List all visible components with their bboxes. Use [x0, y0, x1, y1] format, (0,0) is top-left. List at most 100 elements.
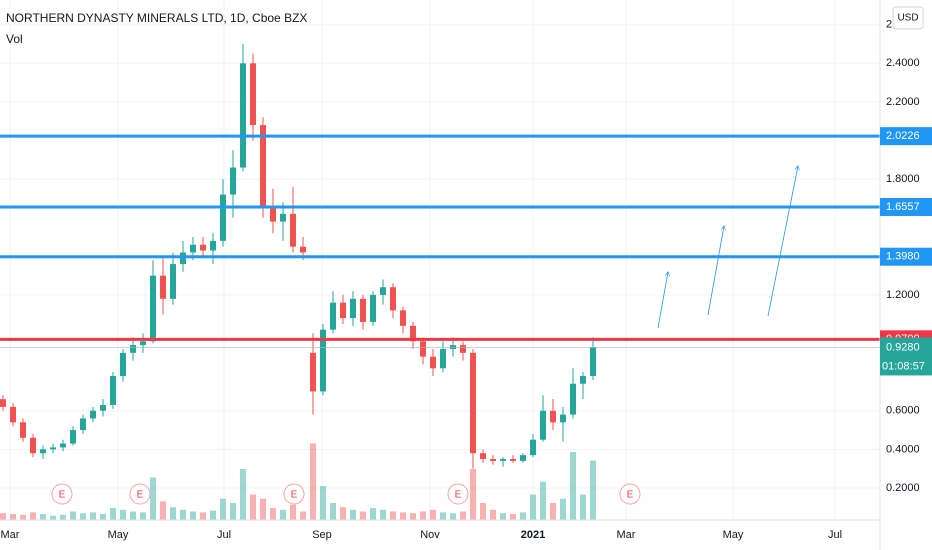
candle-body [580, 376, 586, 384]
candle-body [360, 298, 366, 322]
candle-body [500, 459, 506, 461]
x-tick-label: Mar [617, 529, 636, 541]
volume-bar [100, 514, 106, 520]
arrow [707, 226, 724, 316]
volume-bar [310, 443, 316, 520]
volume-bar [420, 511, 426, 520]
candle-body [570, 383, 576, 415]
volume-bar [470, 469, 476, 520]
level-label: 2.0226 [886, 130, 920, 142]
currency[interactable]: USD [897, 13, 918, 24]
candle-body [400, 310, 406, 326]
volume-bar [590, 460, 596, 520]
candle-body [510, 459, 516, 461]
arrows [657, 166, 798, 329]
earnings-marker [129, 483, 151, 505]
volume-bar [60, 514, 66, 520]
volume-bar [140, 512, 146, 520]
arrow [767, 166, 798, 317]
candle-body [20, 422, 26, 438]
volume-bar [280, 509, 286, 520]
volume-bar [220, 498, 226, 520]
volume-group [0, 443, 596, 520]
candle-body [110, 376, 116, 405]
volume-bar [120, 509, 126, 520]
volume-bar [340, 507, 346, 520]
y-tick-label: 2 [886, 19, 892, 31]
candle-body [280, 213, 286, 222]
candle-body [590, 347, 596, 377]
volume-bar [200, 512, 206, 520]
volume-bar [490, 509, 496, 520]
candle-body [550, 410, 556, 423]
candle-body [230, 167, 236, 195]
candle-body [310, 352, 316, 392]
candle-body [200, 244, 206, 251]
volume-bar [190, 511, 196, 520]
volume-bar [440, 512, 446, 520]
volume-bar [460, 511, 466, 520]
candle-body [520, 455, 526, 461]
volume-bar [400, 512, 406, 520]
candle-body [540, 410, 546, 440]
candle-body [300, 246, 306, 253]
candle-body [50, 447, 56, 450]
candle-body [260, 125, 266, 207]
volume-bar [230, 503, 236, 520]
currency-button[interactable] [892, 6, 924, 30]
volume-bar [0, 513, 6, 520]
candle-body [350, 298, 356, 319]
volume-bar [260, 498, 266, 520]
candle-body [240, 63, 246, 168]
level-label: 1.3980 [886, 251, 920, 263]
y-tick-label: 2.2000 [886, 96, 920, 108]
level-badge [880, 247, 932, 266]
candle-body [80, 418, 86, 431]
volume-bar [300, 511, 306, 520]
level-badge [880, 197, 932, 216]
y-tick-label: 0.6000 [886, 405, 920, 417]
volume-bar [580, 494, 586, 520]
volume-bar [170, 507, 176, 520]
level-group [0, 134, 880, 348]
last-price-badge [880, 337, 932, 376]
candle-body [120, 352, 126, 377]
volume-bar [570, 452, 576, 520]
candle-body [10, 406, 16, 423]
candle-body [370, 294, 376, 322]
candle-body [480, 453, 486, 460]
volume-bar [320, 486, 326, 520]
candle-body [320, 329, 326, 392]
volume-label: Vol [6, 32, 23, 46]
volume-bar [40, 514, 46, 520]
candle-body [170, 264, 176, 299]
volume-bar [70, 511, 76, 520]
earnings-marker [447, 483, 469, 505]
candle-body [150, 275, 156, 342]
volume-bar [180, 509, 186, 520]
candle-body [410, 325, 416, 342]
level-badge [880, 127, 932, 146]
volume-bar [130, 511, 136, 520]
y-tick-label: 1.8000 [886, 173, 920, 185]
volume-bar [430, 509, 436, 520]
volume-bar [250, 494, 256, 520]
candle-body [60, 443, 66, 448]
candle-body [190, 244, 196, 253]
earnings-marker [619, 483, 641, 505]
volume-bar [110, 508, 116, 520]
earnings-label: E [291, 490, 298, 501]
volume-bar [50, 515, 56, 520]
candle-body [420, 341, 426, 357]
candle-body [470, 352, 476, 454]
volume-bar [480, 503, 486, 520]
last-price-label: 0.9280 [886, 341, 920, 353]
axis-group: 0.2000 0.4000 0.6000 1.2000 1.8000 2.2000 2.40… [1, 19, 932, 541]
volume-bar [270, 508, 276, 520]
earnings-label: E [59, 490, 66, 501]
y-tick-label: 1.2000 [886, 289, 920, 301]
volume-bar [450, 513, 456, 520]
candle-body [450, 345, 456, 349]
volume-bar [290, 504, 296, 520]
